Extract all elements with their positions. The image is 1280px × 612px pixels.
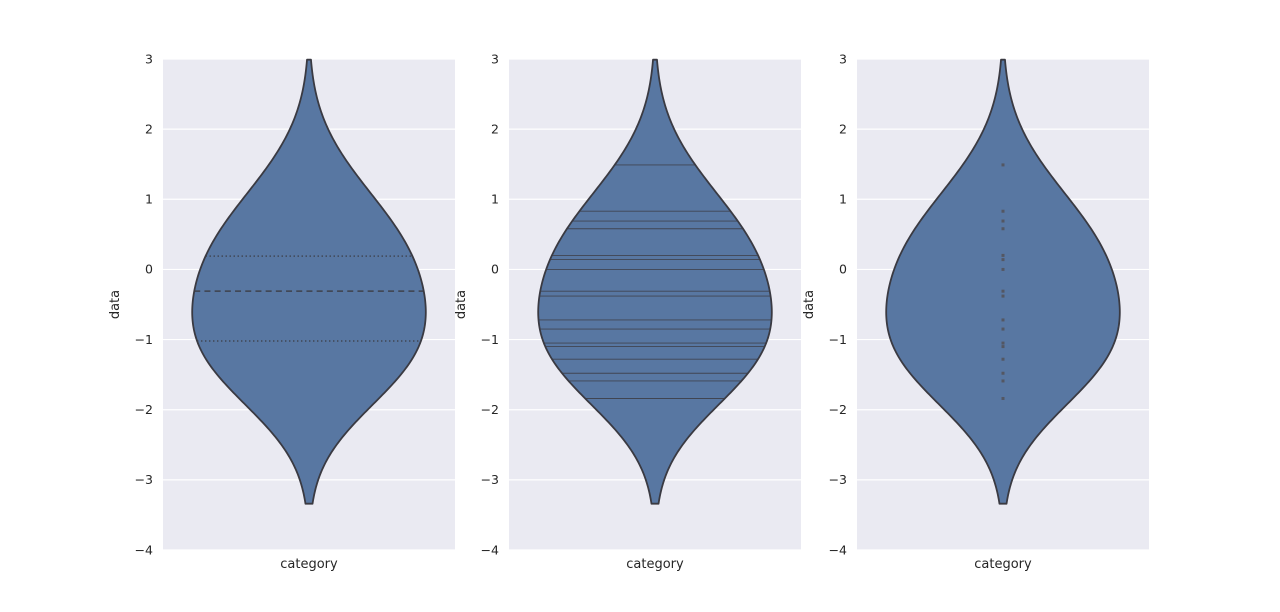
observation-point (1001, 341, 1005, 345)
observation-point (1001, 289, 1005, 293)
y-tick-label: −4 (135, 542, 153, 557)
y-tick-label: −4 (829, 542, 847, 557)
y-tick-label: 0 (145, 262, 153, 277)
y-tick-label: −1 (481, 332, 499, 347)
y-tick-label: −4 (481, 542, 499, 557)
y-tick-label: 0 (839, 262, 847, 277)
panel-stick: 3 2 1 0 −1 −2 −3 −4 data category (454, 51, 801, 572)
observation-point (1001, 253, 1005, 257)
observation-point (1001, 258, 1005, 262)
y-axis-label: data (802, 290, 817, 319)
y-tick-label: 3 (491, 51, 499, 66)
x-axis-label: category (974, 557, 1032, 572)
y-tick-label: −3 (481, 472, 499, 487)
y-axis-label: data (454, 290, 469, 319)
violin-body (191, 58, 427, 505)
observation-point (1001, 163, 1005, 167)
x-axis-label: category (280, 557, 338, 572)
y-tick-label: 1 (491, 192, 499, 207)
y-tick-label: −2 (135, 402, 153, 417)
y-tick-label: 3 (145, 51, 153, 66)
observation-point (1001, 357, 1005, 361)
x-axis-label: category (626, 557, 684, 572)
y-tick-label: −1 (135, 332, 153, 347)
panel-point: 3 2 1 0 −1 −2 −3 −4 data category (802, 51, 1149, 572)
observation-point (1001, 379, 1005, 383)
y-tick-label: −2 (829, 402, 847, 417)
observation-point (1001, 318, 1005, 322)
y-tick-label: −3 (135, 472, 153, 487)
panel-quartile: 3 2 1 0 −1 −2 −3 −4 data category (108, 51, 455, 572)
observation-point (1001, 267, 1005, 271)
observation-point (1001, 294, 1005, 298)
y-tick-label: 1 (145, 192, 153, 207)
y-tick-label: 0 (491, 262, 499, 277)
observation-point (1001, 371, 1005, 375)
y-tick-label: −3 (829, 472, 847, 487)
y-tick-label: 3 (839, 51, 847, 66)
observation-point (1001, 345, 1005, 349)
observation-point (1001, 327, 1005, 331)
observation-point (1001, 396, 1005, 400)
violin-body (537, 58, 773, 505)
observation-point (1001, 227, 1005, 231)
y-tick-label: 2 (839, 121, 847, 136)
y-tick-label: 2 (491, 121, 499, 136)
y-axis-label: data (108, 290, 123, 319)
violin-body (885, 58, 1121, 505)
y-tick-label: −2 (481, 402, 499, 417)
y-tick-label: 1 (839, 192, 847, 207)
observation-point (1001, 219, 1005, 223)
observation-point (1001, 209, 1005, 213)
y-tick-label: −1 (829, 332, 847, 347)
y-tick-label: 2 (145, 121, 153, 136)
